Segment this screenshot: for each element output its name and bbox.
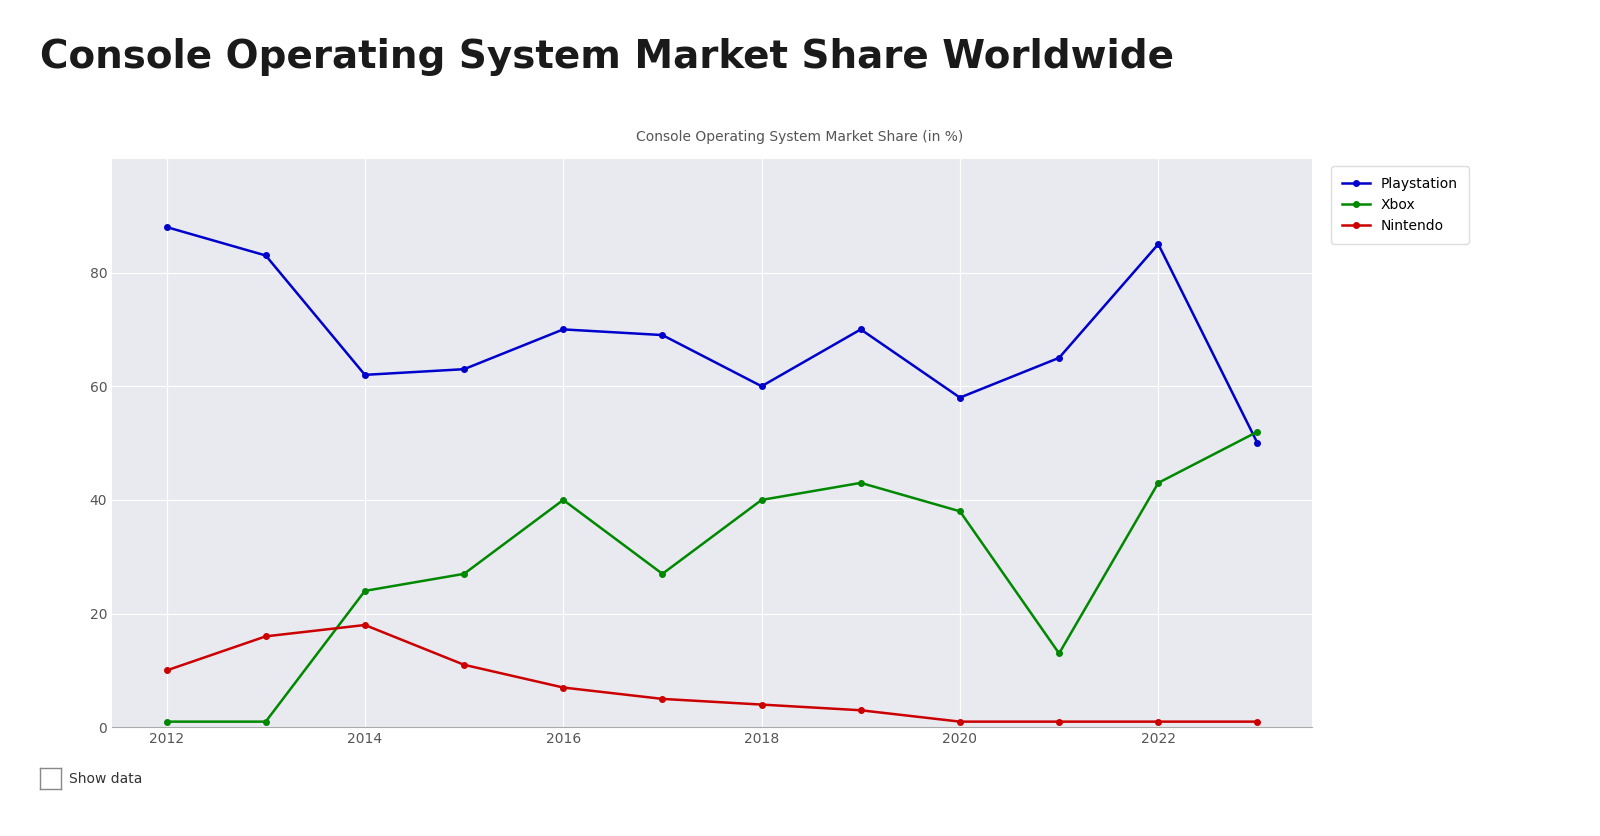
Playstation [454,364,474,375]
Xbox [1248,426,1267,436]
Playstation [554,324,573,334]
Nintendo [950,716,970,726]
Playstation [355,370,374,380]
Line: Playstation: Playstation [163,224,1261,446]
Line: Xbox: Xbox [163,429,1261,725]
Legend: Playstation, Xbox, Nintendo: Playstation, Xbox, Nintendo [1331,166,1469,244]
Nintendo [1050,716,1069,726]
Xbox [752,495,771,505]
Nintendo [157,665,176,675]
Nintendo [653,694,672,704]
Playstation [256,251,275,261]
Xbox [1050,649,1069,659]
Xbox [554,495,573,505]
Text: Console Operating System Market Share Worldwide: Console Operating System Market Share Wo… [40,38,1174,75]
Playstation [1248,438,1267,448]
Text: Console Operating System Market Share (in %): Console Operating System Market Share (i… [637,130,963,144]
Playstation [1149,239,1168,249]
Nintendo [256,631,275,641]
Line: Nintendo: Nintendo [163,622,1261,725]
Xbox [851,478,870,488]
Playstation [1050,353,1069,363]
Playstation [851,324,870,334]
Playstation [950,393,970,403]
Xbox [950,507,970,517]
Xbox [653,568,672,579]
Nintendo [752,700,771,710]
Xbox [157,716,176,726]
Playstation [157,222,176,232]
Nintendo [1149,716,1168,726]
Playstation [752,381,771,391]
Nintendo [454,660,474,670]
Nintendo [1248,716,1267,726]
Playstation [653,330,672,340]
Nintendo [554,682,573,692]
Nintendo [851,706,870,716]
Xbox [355,586,374,596]
Nintendo [355,620,374,630]
Xbox [454,568,474,579]
Xbox [1149,478,1168,488]
Xbox [256,716,275,726]
Text: Show data: Show data [69,772,142,786]
